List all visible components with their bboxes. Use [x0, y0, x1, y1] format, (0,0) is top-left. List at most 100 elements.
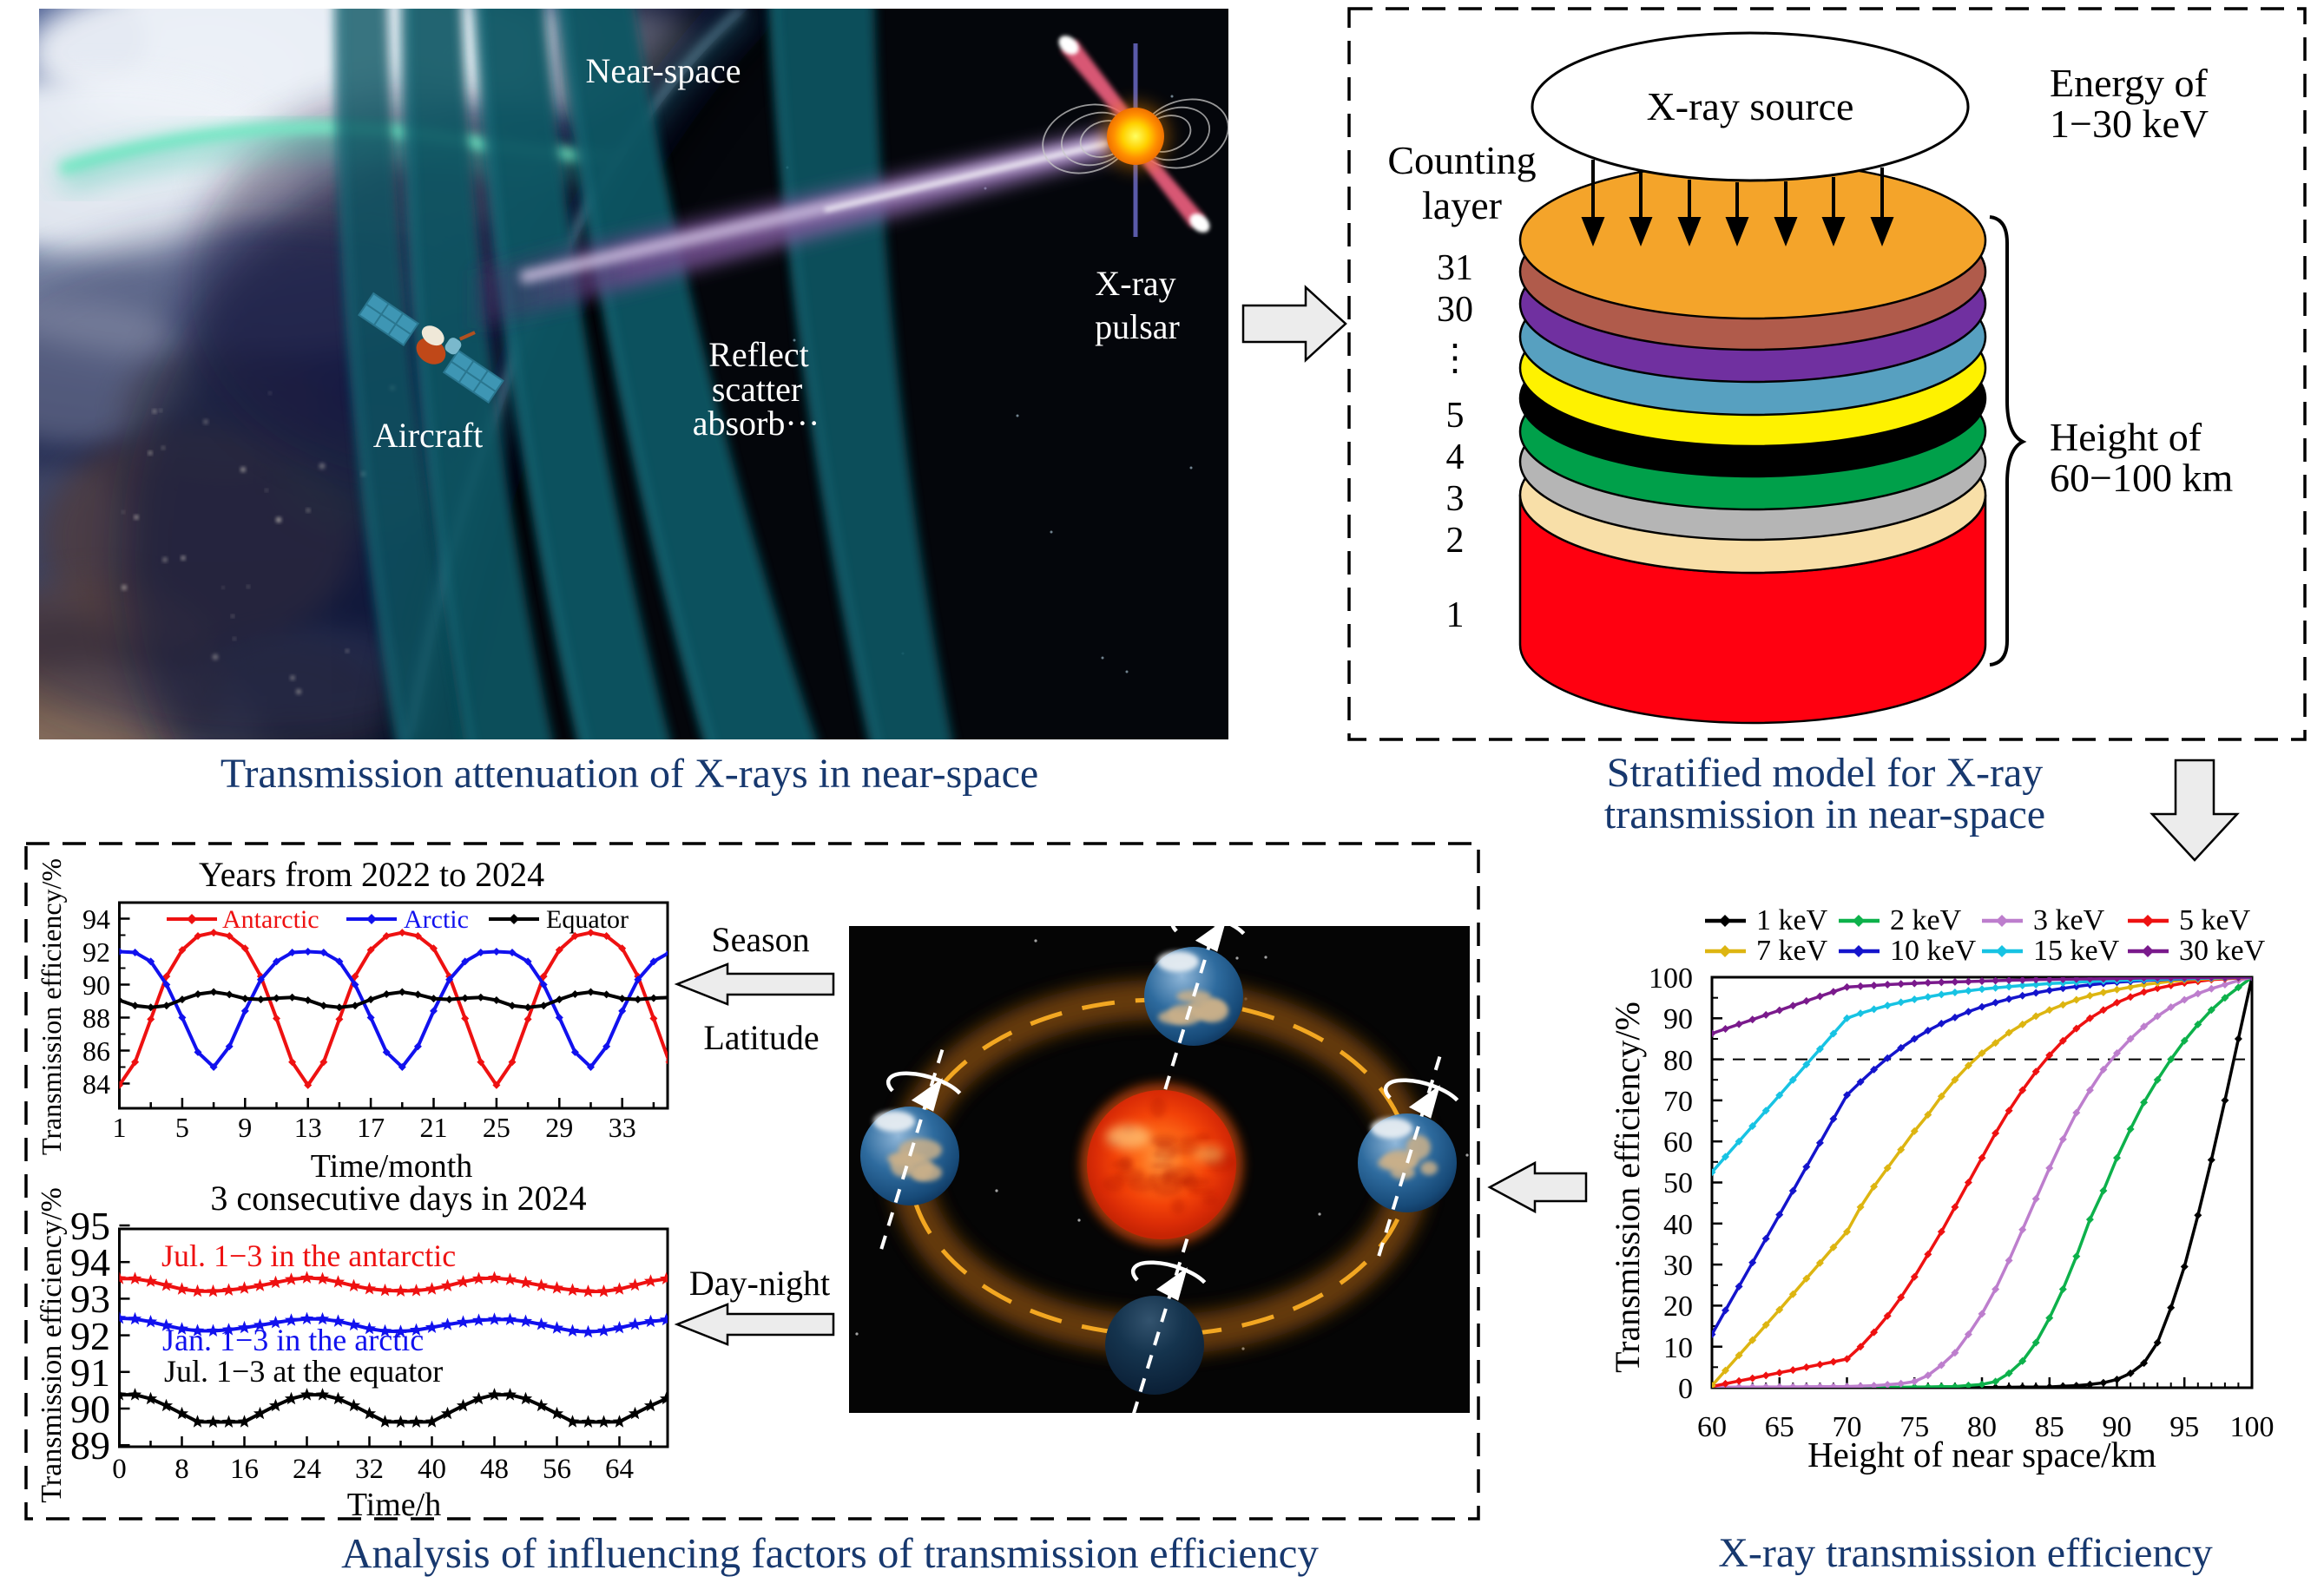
svg-text:30 keV: 30 keV — [2179, 935, 2266, 967]
svg-text:5 keV: 5 keV — [2179, 904, 2251, 936]
svg-text:24: 24 — [293, 1454, 321, 1485]
svg-text:60−100 km: 60−100 km — [2050, 456, 2233, 500]
svg-text:80: 80 — [1967, 1411, 1997, 1443]
svg-text:Height of: Height of — [2050, 415, 2202, 459]
svg-text:Time/month: Time/month — [311, 1148, 473, 1185]
svg-text:transmission in near-space: transmission in near-space — [1604, 792, 2045, 837]
svg-text:100: 100 — [2230, 1411, 2275, 1443]
svg-text:X-ray source: X-ray source — [1647, 84, 1854, 128]
svg-text:21: 21 — [420, 1112, 448, 1143]
svg-text:Transmission attenuation of X-: Transmission attenuation of X-rays in ne… — [221, 751, 1038, 797]
svg-text:64: 64 — [605, 1454, 634, 1485]
svg-text:Counting: Counting — [1387, 138, 1536, 182]
svg-text:3: 3 — [1446, 479, 1465, 519]
svg-text:2 keV: 2 keV — [1890, 904, 1962, 936]
svg-text:95: 95 — [2169, 1411, 2199, 1443]
svg-text:17: 17 — [357, 1112, 385, 1143]
svg-text:29: 29 — [545, 1112, 573, 1143]
svg-text:3 consecutive days in 2024: 3 consecutive days in 2024 — [210, 1179, 586, 1218]
svg-text:Season: Season — [711, 920, 809, 959]
svg-text:60: 60 — [1663, 1126, 1693, 1159]
svg-text:31: 31 — [1437, 248, 1473, 288]
svg-text:60: 60 — [1697, 1411, 1727, 1443]
svg-text:10 keV: 10 keV — [1890, 935, 1977, 967]
svg-text:Near-space: Near-space — [585, 51, 741, 90]
svg-text:94: 94 — [82, 903, 110, 935]
svg-text:13: 13 — [294, 1112, 322, 1143]
svg-text:92: 92 — [82, 936, 110, 968]
svg-text:Height of near space/km: Height of near space/km — [1807, 1435, 2156, 1475]
svg-text:16: 16 — [230, 1454, 259, 1485]
svg-text:5: 5 — [175, 1112, 189, 1143]
svg-text:33: 33 — [609, 1112, 636, 1143]
svg-text:Antarctic: Antarctic — [222, 905, 319, 934]
svg-text:1: 1 — [113, 1112, 127, 1143]
svg-text:30: 30 — [1663, 1250, 1693, 1282]
svg-text:Jan. 1−3 in the arctic: Jan. 1−3 in the arctic — [162, 1323, 424, 1357]
svg-text:4: 4 — [1446, 437, 1465, 477]
svg-text:scatter: scatter — [712, 370, 802, 409]
svg-text:Jul. 1−3 at the equator: Jul. 1−3 at the equator — [164, 1354, 443, 1389]
svg-text:75: 75 — [1899, 1411, 1929, 1443]
svg-text:86: 86 — [82, 1035, 110, 1067]
svg-text:20: 20 — [1663, 1291, 1693, 1323]
svg-text:Years from 2022 to 2024: Years from 2022 to 2024 — [199, 855, 544, 894]
svg-text:3 keV: 3 keV — [2033, 904, 2105, 936]
svg-text:pulsar: pulsar — [1095, 307, 1180, 346]
svg-text:70: 70 — [1663, 1086, 1693, 1118]
svg-text:Arctic: Arctic — [404, 905, 469, 934]
svg-text:80: 80 — [1663, 1045, 1693, 1077]
svg-text:X-ray: X-ray — [1095, 264, 1175, 303]
svg-text:Reflect: Reflect — [708, 335, 809, 374]
svg-text:1 keV: 1 keV — [1756, 904, 1828, 936]
svg-text:Equator: Equator — [546, 905, 629, 934]
svg-text:25: 25 — [483, 1112, 510, 1143]
svg-text:1: 1 — [1446, 595, 1465, 635]
svg-text:absorb···: absorb··· — [693, 404, 820, 443]
svg-text:95: 95 — [70, 1204, 110, 1248]
svg-text:50: 50 — [1663, 1167, 1693, 1199]
svg-text:91: 91 — [70, 1350, 110, 1395]
svg-text:40: 40 — [1663, 1209, 1693, 1241]
svg-text:65: 65 — [1765, 1411, 1794, 1443]
svg-text:92: 92 — [70, 1314, 110, 1358]
svg-text:Energy of: Energy of — [2050, 61, 2209, 105]
svg-text:1−30 keV: 1−30 keV — [2050, 102, 2209, 146]
svg-text:85: 85 — [2035, 1411, 2064, 1443]
svg-text:Jul. 1−3 in the antarctic: Jul. 1−3 in the antarctic — [161, 1238, 456, 1273]
svg-text:2: 2 — [1446, 521, 1465, 561]
svg-text:0: 0 — [1678, 1373, 1693, 1405]
svg-text:88: 88 — [82, 1002, 110, 1034]
svg-text:10: 10 — [1663, 1332, 1693, 1364]
svg-text:90: 90 — [1663, 1003, 1693, 1035]
svg-text:15 keV: 15 keV — [2033, 935, 2120, 967]
svg-text:56: 56 — [543, 1454, 571, 1485]
svg-text:Aircraft: Aircraft — [373, 416, 484, 455]
svg-text:Stratified model for X-ray: Stratified model for X-ray — [1607, 750, 2044, 796]
svg-text:48: 48 — [480, 1454, 509, 1485]
svg-text:8: 8 — [174, 1454, 189, 1485]
svg-text:30: 30 — [1437, 290, 1473, 330]
svg-text:5: 5 — [1446, 396, 1465, 436]
svg-text:32: 32 — [355, 1454, 384, 1485]
svg-text:94: 94 — [70, 1240, 110, 1284]
svg-text:⋮: ⋮ — [1437, 338, 1473, 378]
svg-text:Time/h: Time/h — [347, 1487, 441, 1523]
svg-text:Transmission efficiency/%: Transmission efficiency/% — [36, 858, 67, 1155]
svg-text:100: 100 — [1649, 962, 1693, 995]
svg-text:Day-night: Day-night — [689, 1264, 830, 1303]
svg-text:40: 40 — [418, 1454, 446, 1485]
svg-text:89: 89 — [70, 1423, 110, 1468]
svg-text:7 keV: 7 keV — [1756, 935, 1828, 967]
svg-text:90: 90 — [70, 1387, 110, 1431]
svg-text:90: 90 — [2103, 1411, 2132, 1443]
svg-text:93: 93 — [70, 1277, 110, 1321]
svg-text:70: 70 — [1833, 1411, 1862, 1443]
svg-text:X-ray transmission efficiency: X-ray transmission efficiency — [1718, 1530, 2213, 1576]
svg-text:90: 90 — [82, 969, 110, 1001]
svg-text:layer: layer — [1422, 183, 1502, 227]
svg-text:Transmission efficiency/%: Transmission efficiency/% — [36, 1187, 68, 1503]
svg-text:0: 0 — [112, 1454, 127, 1485]
svg-text:Latitude: Latitude — [703, 1018, 819, 1057]
svg-text:9: 9 — [238, 1112, 252, 1143]
